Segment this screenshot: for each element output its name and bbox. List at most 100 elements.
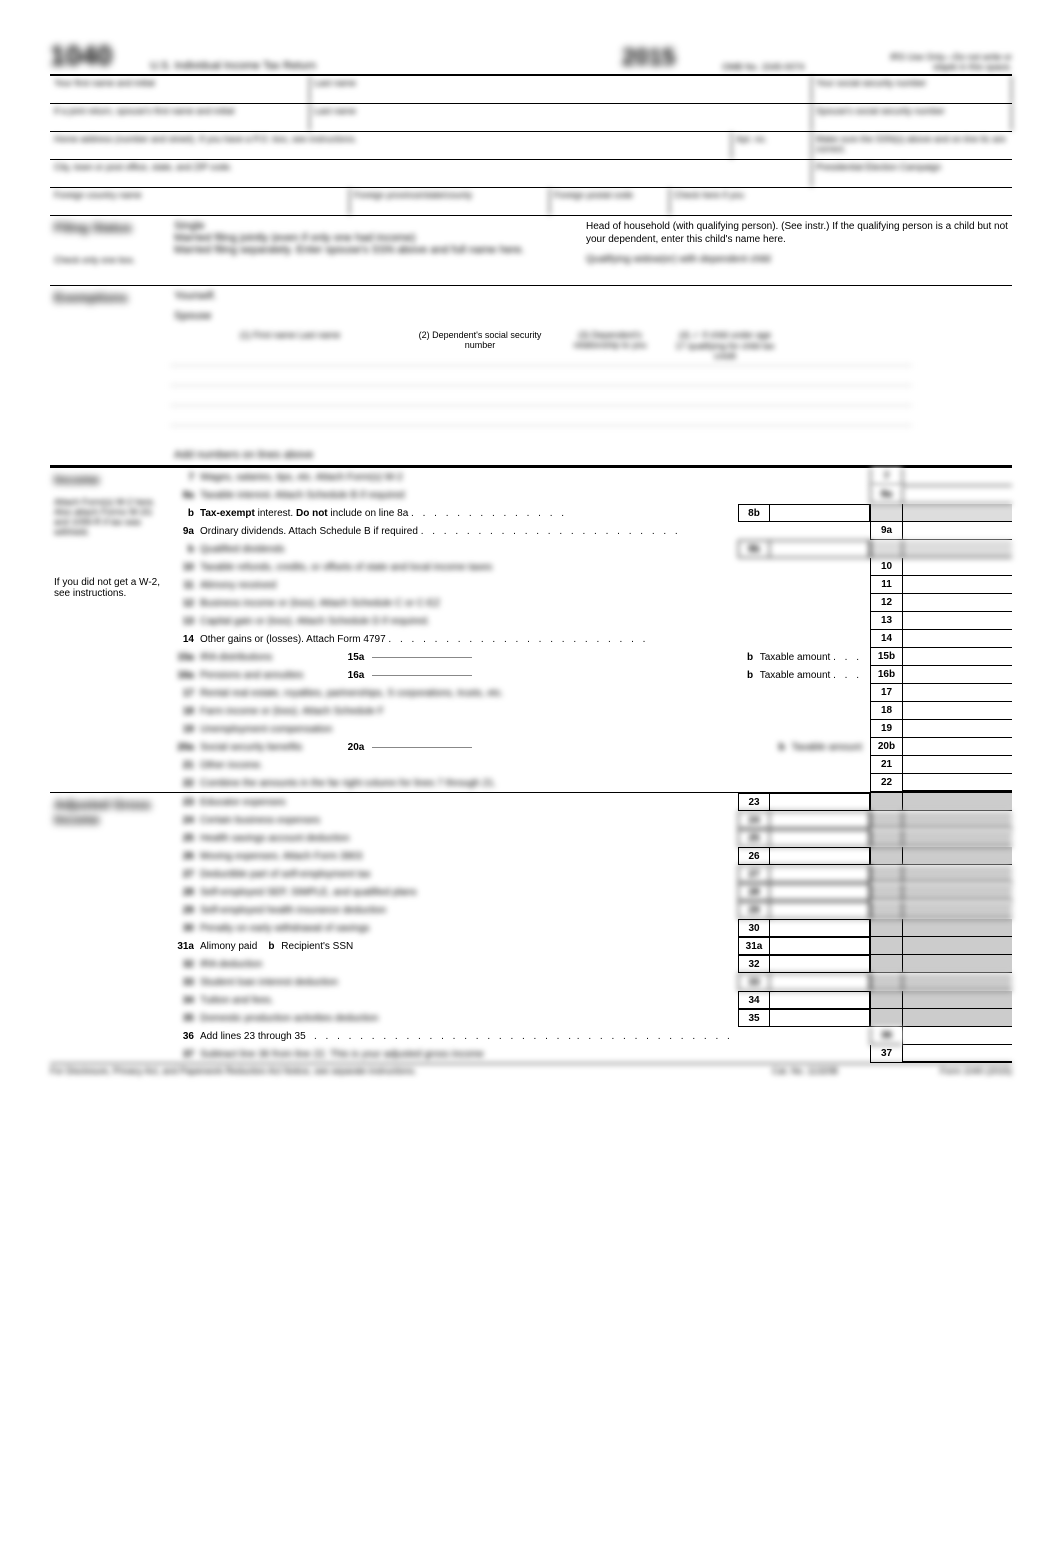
dep-row-1[interactable]: [170, 365, 912, 385]
line-15: 15a IRA distributions 15a b Taxable amou…: [170, 648, 1012, 666]
agi-lines: 23 Educator expenses 23 24 Certain busin…: [170, 793, 1012, 1063]
address-label: Home address (number and street). If you…: [50, 132, 732, 159]
last-name-label: Last name: [310, 76, 812, 103]
box-23: 23: [738, 793, 770, 811]
box-30: 30: [738, 919, 770, 937]
city-row: City, town or post office, state, and ZI…: [50, 160, 1012, 188]
line-8b-amt[interactable]: [770, 504, 870, 522]
exemp-total: Add numbers on lines above: [170, 445, 912, 465]
box-15b: 15b: [870, 648, 902, 666]
box-21: 21: [870, 756, 902, 774]
fs-opt-1[interactable]: Single: [174, 220, 578, 232]
box-15a: 15a: [340, 652, 372, 663]
dep-col-3: (3) Dependent's relationship to you: [550, 326, 670, 365]
tax-year: 2015: [622, 44, 722, 72]
box-26: 26: [738, 847, 770, 865]
line-14-text: Other gains or (losses). Attach Form 479…: [200, 634, 870, 645]
box-13: 13: [870, 612, 902, 630]
foreign-prov: Foreign province/state/county: [350, 188, 550, 215]
box-34: 34: [738, 991, 770, 1009]
footer-form: Form 1040 (2015): [892, 1066, 1012, 1076]
name-row-1: Your first name and initial Last name Yo…: [50, 76, 1012, 104]
income-left-labels: Income Attach Form(s) W-2 here. Also att…: [50, 468, 170, 792]
box-12: 12: [870, 594, 902, 612]
amt-15b[interactable]: [902, 648, 1012, 666]
apt-label: Apt. no.: [732, 132, 812, 159]
footer-disclosure: For Disclosure, Privacy Act, and Paperwo…: [50, 1066, 772, 1076]
line-14-amt[interactable]: [902, 630, 1012, 648]
box-16a: 16a: [340, 670, 372, 681]
line-8a: 8a Taxable interest. Attach Schedule B i…: [170, 486, 1012, 504]
fs-options-left: Single Married filing jointly (even if o…: [170, 216, 582, 285]
exemp-spouse[interactable]: Spouse: [170, 306, 912, 326]
income-section: Income Attach Form(s) W-2 here. Also att…: [50, 466, 1012, 792]
exemptions-right: [912, 286, 1012, 465]
line-9a: 9a Ordinary dividends. Attach Schedule B…: [170, 522, 1012, 540]
line-37: 37 Subtract line 36 from line 22. This i…: [170, 1045, 1012, 1063]
line-9a-text: Ordinary dividends. Attach Schedule B if…: [200, 526, 870, 537]
election-label: Presidential Election Campaign: [812, 160, 1012, 187]
box-18: 18: [870, 702, 902, 720]
exemp-yourself[interactable]: Yourself.: [170, 286, 912, 306]
fs-heading: Filing Status: [54, 220, 166, 235]
income-heading: Income: [54, 472, 166, 487]
amt-16a[interactable]: [372, 675, 472, 676]
line-36: 36 Add lines 23 through 35 . . . . . . .…: [170, 1027, 1012, 1045]
line-16: 16a Pensions and annuities 16a b Taxable…: [170, 666, 1012, 684]
foreign-country: Foreign country name: [50, 188, 350, 215]
amt-16b[interactable]: [902, 666, 1012, 684]
fs-options-right: Head of household (with qualifying perso…: [582, 216, 1012, 285]
line-13: 13 Capital gain or (loss). Attach Schedu…: [170, 612, 1012, 630]
exemptions-heading: Exemptions: [54, 290, 166, 305]
amt-31a[interactable]: [770, 937, 870, 955]
line-9b: b Qualified dividends 9b: [170, 540, 1012, 558]
line-8b: b Tax-exempt interest. Do not include on…: [170, 504, 1012, 522]
dep-col1-first: (1) First name: [240, 330, 296, 340]
line-31a-num: 31a: [170, 941, 200, 952]
box-14: 14: [870, 630, 902, 648]
line-35: 35 Domestic production activities deduct…: [170, 1009, 1012, 1027]
line-8b-gray-amt: [902, 504, 1012, 522]
fs-hoh[interactable]: Head of household (with qualifying perso…: [586, 220, 1008, 246]
fs-opt-2[interactable]: Married filing jointly (even if only one…: [174, 232, 578, 244]
dep-header: (1) First name Last name (2) Dependent's…: [170, 326, 912, 365]
line-36-num: 36: [170, 1031, 200, 1042]
exemptions-section: Exemptions Yourself. Spouse (1) First na…: [50, 286, 1012, 466]
line-23: 23 Educator expenses 23: [170, 793, 1012, 811]
box-20b: 20b: [870, 738, 902, 756]
box-37: 37: [870, 1045, 902, 1063]
line-22: 22 Combine the amounts in the far right …: [170, 774, 1012, 792]
amt-20a[interactable]: [372, 747, 472, 748]
line-32: 32 IRA deduction 32: [170, 955, 1012, 973]
line-26: 26 Moving expenses. Attach Form 3903 26: [170, 847, 1012, 865]
fs-check-one: Check only one box.: [54, 255, 166, 265]
dep-row-3[interactable]: [170, 405, 912, 425]
line-9a-num: 9a: [170, 526, 200, 537]
line-9a-amt[interactable]: [902, 522, 1012, 540]
box-32: 32: [738, 955, 770, 973]
line-33: 33 Student loan interest deduction 33: [170, 973, 1012, 991]
foreign-row: Foreign country name Foreign province/st…: [50, 188, 1012, 216]
form-number: 1040: [50, 40, 150, 72]
dep-row-2[interactable]: [170, 385, 912, 405]
fs-opt-5[interactable]: Qualifying widow(er) with dependent chil…: [586, 254, 1008, 265]
amt-20b[interactable]: [902, 738, 1012, 756]
filing-status-section: Filing Status Check only one box. Single…: [50, 216, 1012, 286]
fs-opt-3[interactable]: Married filing separately. Enter spouse'…: [174, 244, 578, 256]
form-header: 1040 U.S. Individual Income Tax Return 2…: [50, 40, 1012, 76]
first-name-label: Your first name and initial: [50, 76, 310, 103]
line-7: 7 Wages, salaries, tips, etc. Attach For…: [170, 468, 1012, 486]
filing-status-label: Filing Status Check only one box.: [50, 216, 170, 285]
amt-15a[interactable]: [372, 657, 472, 658]
line-24: 24 Certain business expenses 24: [170, 811, 1012, 829]
foreign-postal: Foreign postal code: [550, 188, 670, 215]
dep-col1-last: Last name: [298, 330, 340, 340]
line-31a: 31a Alimony paid b Recipient's SSN 31a: [170, 937, 1012, 955]
income-lines: 7 Wages, salaries, tips, etc. Attach For…: [170, 468, 1012, 792]
ssn-check: Make sure the SSN(s) above and on line 6…: [812, 132, 1012, 159]
dep-col-4: (4) ✓ if child under age 17 qualifying f…: [670, 326, 780, 365]
spouse-first-label: If a joint return, spouse's first name a…: [50, 104, 310, 131]
staple-note: IRS Use Only—Do not write or staple in t…: [872, 52, 1012, 72]
dep-row-4[interactable]: [170, 425, 912, 445]
box-31a: 31a: [738, 937, 770, 955]
